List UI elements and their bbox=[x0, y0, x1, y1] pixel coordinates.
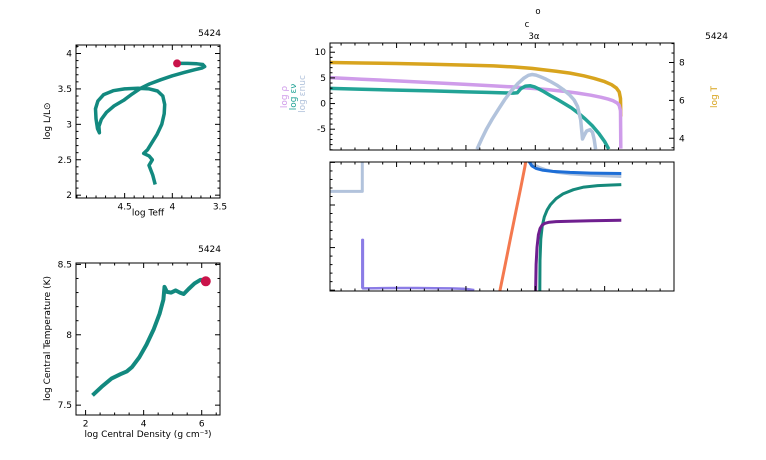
profile-abund-panel bbox=[329, 161, 675, 292]
x-tick-label: 4 bbox=[169, 203, 175, 213]
series-log-eps-nuc bbox=[475, 72, 598, 150]
y-tick-label-left: 8 bbox=[66, 331, 72, 341]
series-neut bbox=[361, 238, 475, 292]
hr-frame bbox=[75, 44, 221, 199]
y-tick-label-left: 0 bbox=[320, 100, 326, 110]
y-tick-label-right: 4 bbox=[679, 134, 685, 144]
profile-top-frame bbox=[329, 42, 675, 151]
x-axis-title: log Teff bbox=[132, 209, 165, 219]
x-tick-label: 6 bbox=[199, 420, 205, 430]
y-tick-label-left: 7.5 bbox=[58, 401, 72, 411]
x-tick-label: 4.5 bbox=[117, 203, 131, 213]
y-tick-label-left: 8.5 bbox=[58, 260, 72, 270]
burning-type-label: o bbox=[535, 7, 540, 17]
profile-top-panel: 10 5 0 -5 8 6 4 log ρ log εν log εnuc log T 5424 oc 3… bbox=[280, 7, 728, 151]
left-axis-quantity-label: log ρ bbox=[280, 86, 290, 109]
y-tick-label-left: -5 bbox=[317, 125, 326, 135]
y-tick-label-left: 10 bbox=[315, 48, 327, 58]
profile-abund-ticks bbox=[330, 161, 675, 291]
y-tick-label-left: 3.5 bbox=[58, 85, 72, 95]
y-tick-label-left: 4 bbox=[66, 50, 72, 60]
y-axis-title: log Central Temperature (K) bbox=[43, 276, 53, 401]
left-axis-quantity-label: log εν bbox=[289, 84, 299, 110]
trho-current-model-marker bbox=[200, 276, 211, 287]
trho-panel: 2 4 6 7.5 8 8.5 log Central Density (g cm⁻³) lo… bbox=[43, 245, 221, 440]
series-log-eps-nu bbox=[329, 84, 611, 151]
profile-abund-series bbox=[330, 161, 622, 292]
hr-current-model-marker bbox=[173, 59, 182, 68]
x-tick-label: 3.5 bbox=[213, 203, 227, 213]
burning-type-label: c bbox=[525, 20, 530, 30]
right-axis-quantity-label: log T bbox=[710, 85, 720, 108]
y-tick-label-left: 2.5 bbox=[58, 156, 72, 166]
y-axis-title: log L/L⊙ bbox=[43, 102, 53, 139]
series-o18 bbox=[534, 218, 622, 292]
y-tick-label-left: 3 bbox=[66, 120, 72, 130]
y-tick-label-right: 6 bbox=[679, 96, 685, 106]
series-central-trho-track bbox=[91, 277, 208, 397]
y-tick-label-left: 2 bbox=[66, 191, 72, 201]
y-tick-label-right: 8 bbox=[679, 59, 685, 69]
model-number-badge: 5424 bbox=[705, 32, 728, 42]
trho-series bbox=[91, 277, 208, 397]
x-axis-title: log Central Density (g cm⁻³) bbox=[85, 430, 212, 440]
hr-panel: 4.5 4 3.5 2 2.5 3 3.5 4 log Teff log L/L⊙ 5424 bbox=[43, 29, 227, 219]
hr-series bbox=[93, 61, 207, 185]
y-tick-label-left: 5 bbox=[320, 74, 326, 84]
model-number-badge: 5424 bbox=[198, 245, 221, 255]
model-number-badge: 5424 bbox=[198, 29, 221, 39]
series-h1 bbox=[498, 161, 528, 292]
series-hr-evolution-track bbox=[93, 61, 207, 185]
trho-frame bbox=[75, 262, 221, 416]
left-axis-quantity-label: log εnuc bbox=[298, 75, 308, 113]
trho-ticks bbox=[76, 263, 220, 415]
series-n14 bbox=[538, 183, 622, 292]
burning-type-label: 3α bbox=[528, 32, 539, 42]
x-tick-label: 2 bbox=[83, 420, 89, 430]
hr-ticks bbox=[76, 45, 221, 198]
series-o16 bbox=[527, 161, 622, 175]
profile-abund-frame bbox=[329, 161, 675, 292]
profile-top-ticks bbox=[330, 43, 675, 151]
series-ne22-core bbox=[330, 161, 364, 193]
profile-top-series bbox=[329, 60, 623, 151]
series-log-T bbox=[329, 60, 623, 117]
x-tick-label: 4 bbox=[141, 420, 147, 430]
